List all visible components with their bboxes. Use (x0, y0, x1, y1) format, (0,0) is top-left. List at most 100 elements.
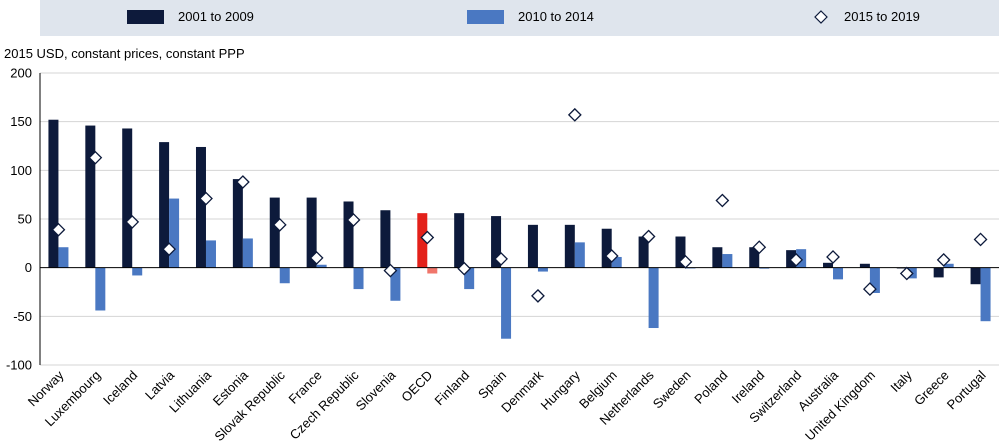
legend-label: 2010 to 2014 (518, 9, 594, 24)
bar-2010-2014 (95, 267, 106, 311)
bar-2010-2014 (722, 254, 733, 268)
marker-2015-2019 (383, 263, 398, 278)
marker-2015-2019 (899, 266, 914, 281)
bar-2001-2009 (454, 213, 465, 268)
bar-2001-2009 (306, 197, 317, 268)
legend-label: 2015 to 2019 (844, 9, 920, 24)
bar-2001-2009 (122, 128, 133, 268)
legend: 2001 to 2009 2010 to 2014 2015 to 2019 (40, 0, 999, 36)
bar-2010-2014 (205, 240, 216, 268)
bar-2001-2009 (85, 125, 96, 268)
marker-2015-2019 (88, 150, 103, 165)
category-label: Spain (475, 368, 509, 402)
y-tick-label: 150 (10, 114, 32, 129)
category-label: Iceland (100, 368, 140, 408)
bar-2001-2009 (48, 119, 59, 268)
legend-item-2001-2009: 2001 to 2009 (127, 9, 254, 24)
bar-2001-2009 (491, 216, 502, 268)
marker-2015-2019 (715, 193, 730, 208)
bar-2001-2009 (527, 224, 538, 268)
marker-2015-2019 (936, 252, 951, 267)
legend-label: 2001 to 2009 (178, 9, 254, 24)
marker-2015-2019 (125, 215, 140, 229)
legend-swatch-blue-bar (467, 9, 504, 24)
marker-2015-2019 (789, 252, 804, 267)
marker-2015-2019 (604, 249, 619, 263)
bar-2001-2009 (380, 210, 391, 268)
bar-2001-2009 (970, 267, 981, 285)
bar-2010-2014 (353, 267, 364, 290)
marker-2015-2019 (272, 217, 287, 232)
bar-2001-2009 (343, 201, 354, 268)
bar-2010-2014 (464, 267, 475, 290)
marker-2015-2019 (752, 240, 767, 255)
marker-2015-2019 (826, 250, 840, 264)
category-label: Lithuania (166, 367, 214, 415)
category-label: Poland (691, 368, 730, 407)
legend-item-2010-2014: 2010 to 2014 (467, 9, 594, 24)
bar-2010-2014 (648, 267, 659, 329)
bar-2001-2009 (859, 263, 870, 268)
marker-2015-2019 (494, 251, 508, 266)
bar-2010-2014 (169, 198, 180, 268)
bar-2010-2014 (279, 267, 290, 284)
marker-2015-2019 (235, 175, 250, 189)
y-tick-label: 200 (10, 66, 32, 81)
bar-2001-2009 (601, 228, 612, 268)
bar-2010-2014 (132, 267, 143, 276)
marker-2015-2019 (678, 254, 693, 269)
legend-swatch-dark-bar (127, 9, 164, 24)
category-label: OECD (398, 368, 435, 405)
bar-2010-2014 (242, 238, 253, 268)
marker-2015-2019 (199, 191, 213, 206)
bar-2001-2009 (712, 247, 723, 268)
y-tick-label: 50 (18, 212, 32, 227)
bar-2001-2009 (417, 213, 428, 268)
category-label: Slovenia (353, 367, 399, 413)
bar-2010-2014 (869, 267, 880, 293)
bar-2010-2014 (537, 267, 548, 272)
bar-2001-2009 (749, 247, 760, 268)
marker-2015-2019 (420, 230, 435, 245)
bar-2001-2009 (232, 179, 243, 268)
category-label: Finland (432, 368, 473, 409)
bar-2001-2009 (564, 224, 575, 268)
legend-item-2015-2019: 2015 to 2019 (814, 9, 920, 24)
marker-2015-2019 (531, 288, 545, 303)
y-tick-label: 100 (10, 163, 32, 178)
bar-2001-2009 (675, 236, 686, 268)
bar-2001-2009 (269, 197, 280, 268)
bar-2010-2014 (980, 267, 991, 322)
bar-2001-2009 (195, 146, 206, 268)
bar-2010-2014 (833, 267, 844, 280)
marker-2015-2019 (973, 232, 988, 247)
marker-2015-2019 (346, 213, 361, 227)
bar-2010-2014 (501, 267, 512, 339)
bar-2010-2014 (574, 242, 585, 268)
y-tick-label: 0 (25, 260, 32, 275)
bar-2010-2014 (58, 247, 69, 268)
marker-2015-2019 (162, 242, 177, 257)
bar-2001-2009 (159, 142, 170, 268)
bar-2001-2009 (933, 267, 944, 278)
marker-2015-2019 (641, 229, 656, 244)
marker-2015-2019 (862, 282, 877, 296)
marker-2015-2019 (309, 251, 324, 265)
category-label: Italy (887, 367, 915, 395)
category-label: Portugal (944, 367, 989, 412)
category-label: Sweden (650, 368, 694, 412)
bar-2001-2009 (823, 262, 834, 268)
legend-diamond-icon (814, 9, 828, 24)
marker-2015-2019 (51, 222, 66, 237)
bar-2010-2014 (943, 263, 954, 268)
bar-2001-2009 (638, 236, 649, 268)
bar-2010-2014 (390, 267, 401, 301)
category-label: Hungary (538, 367, 584, 413)
marker-2015-2019 (457, 261, 472, 276)
bar-2010-2014 (316, 264, 327, 268)
marker-2015-2019 (567, 107, 582, 122)
y-tick-label: -50 (13, 309, 32, 324)
bar-2010-2014 (611, 256, 622, 268)
y-axis-unit-label: 2015 USD, constant prices, constant PPP (4, 46, 245, 61)
